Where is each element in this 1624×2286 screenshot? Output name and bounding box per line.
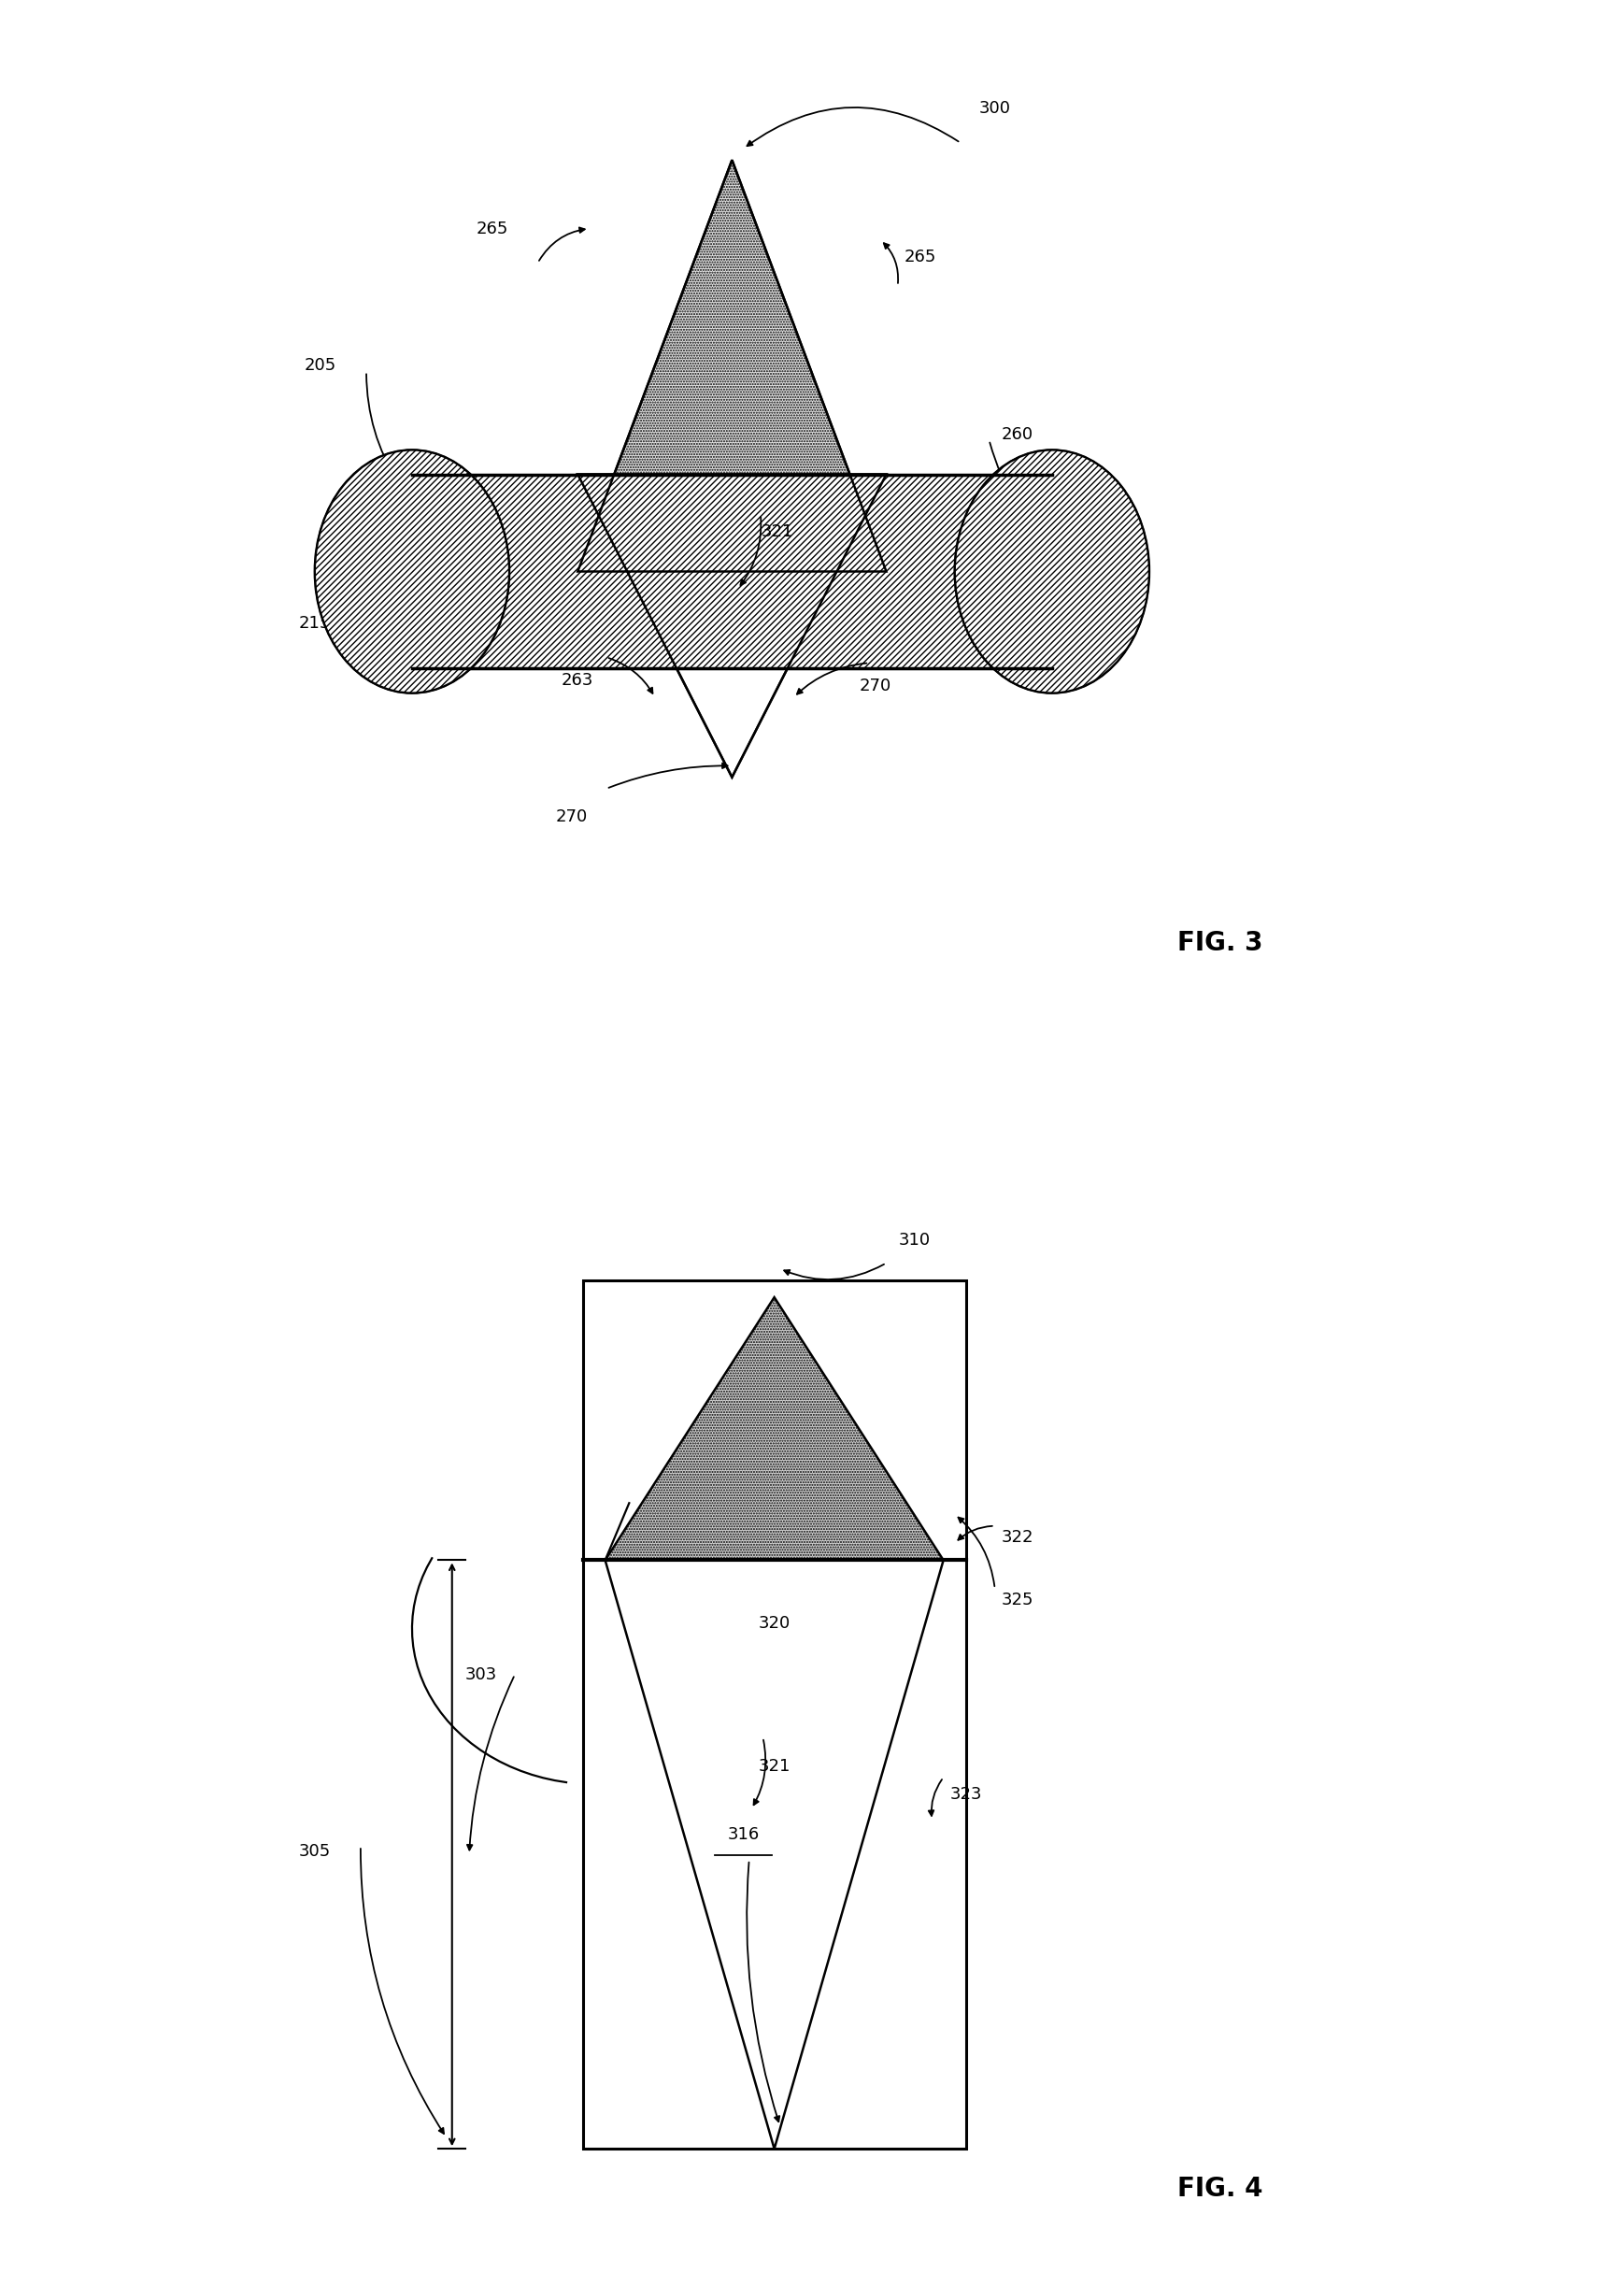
Ellipse shape bbox=[315, 450, 510, 693]
Text: 205: 205 bbox=[305, 357, 336, 375]
Text: 260: 260 bbox=[1002, 425, 1033, 443]
Text: 300: 300 bbox=[979, 101, 1010, 117]
Text: 323: 323 bbox=[950, 1785, 983, 1804]
Polygon shape bbox=[606, 1559, 944, 2149]
Text: 305: 305 bbox=[299, 1843, 331, 1861]
Polygon shape bbox=[606, 1298, 944, 1559]
Text: 270: 270 bbox=[555, 809, 588, 825]
Text: 303: 303 bbox=[464, 1666, 497, 1682]
Bar bbox=[412, 475, 1052, 668]
Polygon shape bbox=[412, 475, 1052, 668]
Text: 270: 270 bbox=[859, 677, 892, 695]
Text: 265: 265 bbox=[905, 249, 937, 265]
Text: 322: 322 bbox=[1002, 1529, 1034, 1545]
Text: 215: 215 bbox=[299, 615, 331, 631]
Text: 310: 310 bbox=[900, 1232, 931, 1248]
Text: 325: 325 bbox=[1002, 1591, 1034, 1609]
Text: FIG. 3: FIG. 3 bbox=[1177, 930, 1263, 956]
Text: 265: 265 bbox=[476, 219, 508, 238]
Text: FIG. 4: FIG. 4 bbox=[1177, 2176, 1263, 2201]
Text: 320: 320 bbox=[758, 1614, 791, 1632]
Polygon shape bbox=[578, 160, 887, 572]
Text: 321: 321 bbox=[762, 523, 794, 539]
Ellipse shape bbox=[955, 450, 1150, 693]
Bar bbox=[583, 1280, 966, 2149]
Text: 316: 316 bbox=[728, 1827, 760, 1843]
Ellipse shape bbox=[315, 450, 510, 693]
Ellipse shape bbox=[955, 450, 1150, 693]
Text: 321: 321 bbox=[758, 1758, 791, 1774]
Polygon shape bbox=[578, 475, 887, 777]
Text: 263: 263 bbox=[562, 672, 594, 688]
